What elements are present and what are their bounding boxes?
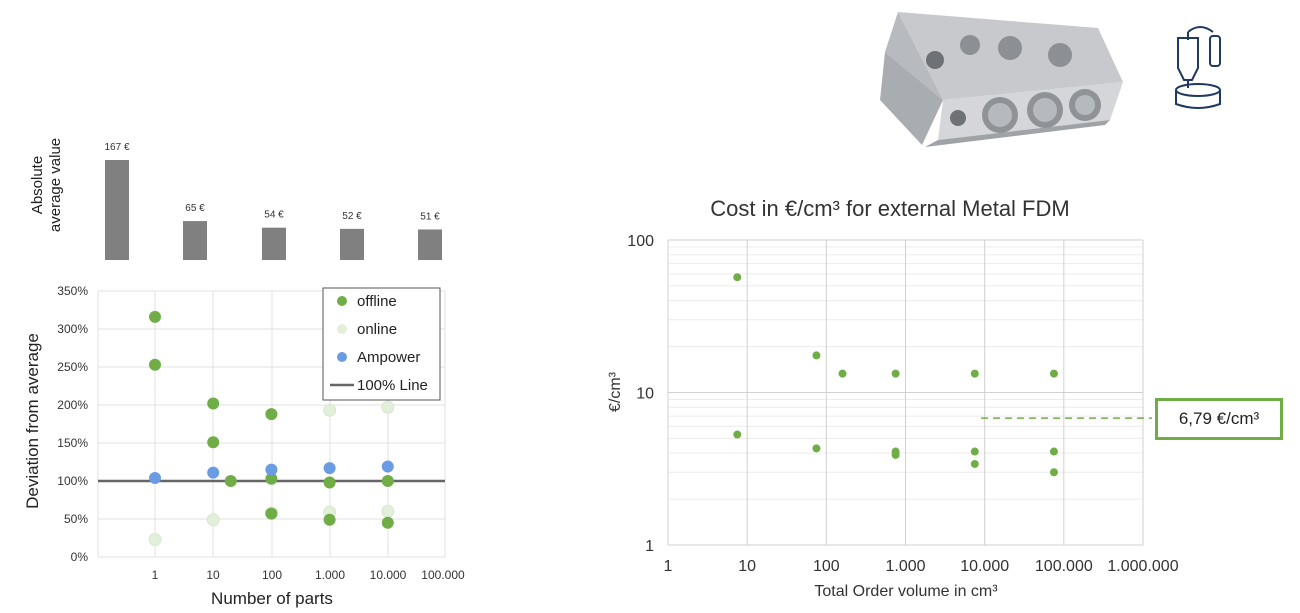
point-ampower [207,466,220,479]
bar-value-label-1: 65 € [185,203,205,214]
cost-point [1049,468,1058,477]
legend: offline online Ampower 100% Line [322,287,441,401]
right-x-tick-label: 1.000.000 [1107,558,1178,575]
left-y-tick-label: 50% [64,512,88,526]
bar-chart: Absolute average value 167 € 65 € 54 € 52 €… [29,138,442,260]
bar-value-label-3: 52 € [342,211,362,222]
point-offline [323,476,336,489]
point-offline [265,408,278,421]
cost-point [812,351,821,360]
right-x-axis-title: Total Order volume in cm³ [814,583,998,600]
right-x-tick-label: 100 [813,558,840,575]
left-y-tick-label: 0% [71,550,89,564]
metal-fdm-printer-icon [1175,26,1221,109]
point-offline [265,507,278,520]
point-online [381,400,395,414]
cost-point [970,459,979,468]
cost-point [891,450,900,459]
left-x-tick-label: 10.000 [370,568,407,582]
bar-3 [340,228,364,260]
bar-1 [183,221,207,260]
point-ampower [149,471,161,484]
point-offline [381,516,394,529]
legend-label-offline: offline [357,293,397,310]
bar-value-label-0: 167 € [104,142,129,153]
bar-y-axis-label-line2: average value [47,138,64,232]
cost-point [812,444,821,453]
bar-2 [262,227,286,260]
cost-point [1049,369,1058,378]
legend-label-ampower: Ampower [357,349,420,366]
left-y-tick-label: 150% [57,436,88,450]
point-offline [265,472,278,485]
right-x-tick-label: 10.000 [960,558,1009,575]
point-online [206,513,220,527]
right-x-tick-label: 10 [738,558,756,575]
point-offline [207,397,220,410]
left-x-tick-label: 1 [152,568,159,582]
bar-value-label-2: 54 € [264,210,284,221]
left-y-tick-label: 200% [57,398,88,412]
cost-callout-label: 6,79 €/cm³ [1178,409,1260,428]
left-y-tick-label: 300% [57,322,88,336]
left-x-tick-label: 100 [262,568,282,582]
legend-marker-online [337,324,347,334]
point-online [148,533,162,547]
left-x-tick-label: 100.000 [421,568,465,582]
point-online [323,403,337,417]
cost-point [733,430,742,439]
deviation-chart: 0% 50% 100% 150% 200% 250% 300% 350% 1 10 100 1.000… [23,284,465,608]
right-y-tick-label: 100 [627,233,654,250]
cost-chart: Cost in €/cm³ for external Metal FDM 1 10… [607,196,1179,600]
bar-y-axis-label-line1: Absolute [29,156,46,214]
right-x-tick-label: 100.000 [1035,558,1093,575]
left-y-tick-label: 250% [57,360,88,374]
legend-label-100-line: 100% Line [357,377,428,394]
left-x-axis-title: Number of parts [211,589,333,608]
cost-callout-box: 6,79 €/cm³ [1155,398,1283,440]
point-offline [381,475,394,487]
cost-point [733,273,742,282]
point-ampower [381,460,394,473]
right-x-tick-label: 1.000 [885,558,925,575]
point-offline [149,358,161,371]
right-y-tick-label: 1 [645,538,654,555]
point-ampower [323,462,336,475]
point-offline [224,475,237,487]
point-online [381,504,395,518]
metal-part-3d-image [880,12,1123,147]
cost-point [838,369,847,378]
left-x-tick-label: 10 [206,568,220,582]
cost-point [1049,447,1058,456]
right-y-axis-title: €/cm³ [607,371,624,412]
cost-point [891,369,900,378]
left-y-tick-label: 350% [57,284,88,298]
point-offline [149,310,161,323]
left-y-axis-title: Deviation from average [23,333,42,509]
legend-label-online: online [357,321,397,338]
right-x-tick-label: 1 [664,558,673,575]
left-y-tick-label: 100% [57,474,88,488]
point-offline [323,513,336,526]
cost-point [970,369,979,378]
bar-4 [418,229,442,260]
left-x-tick-label: 1.000 [315,568,345,582]
legend-marker-ampower [337,352,347,362]
cost-point [970,447,979,456]
point-ampower [265,463,278,476]
right-y-tick-label: 10 [636,386,654,403]
right-chart-title: Cost in €/cm³ for external Metal FDM [710,196,1069,221]
point-offline [207,436,220,449]
bar-value-label-4: 51 € [420,211,440,222]
legend-marker-offline [337,296,347,306]
bar-0 [105,160,129,260]
